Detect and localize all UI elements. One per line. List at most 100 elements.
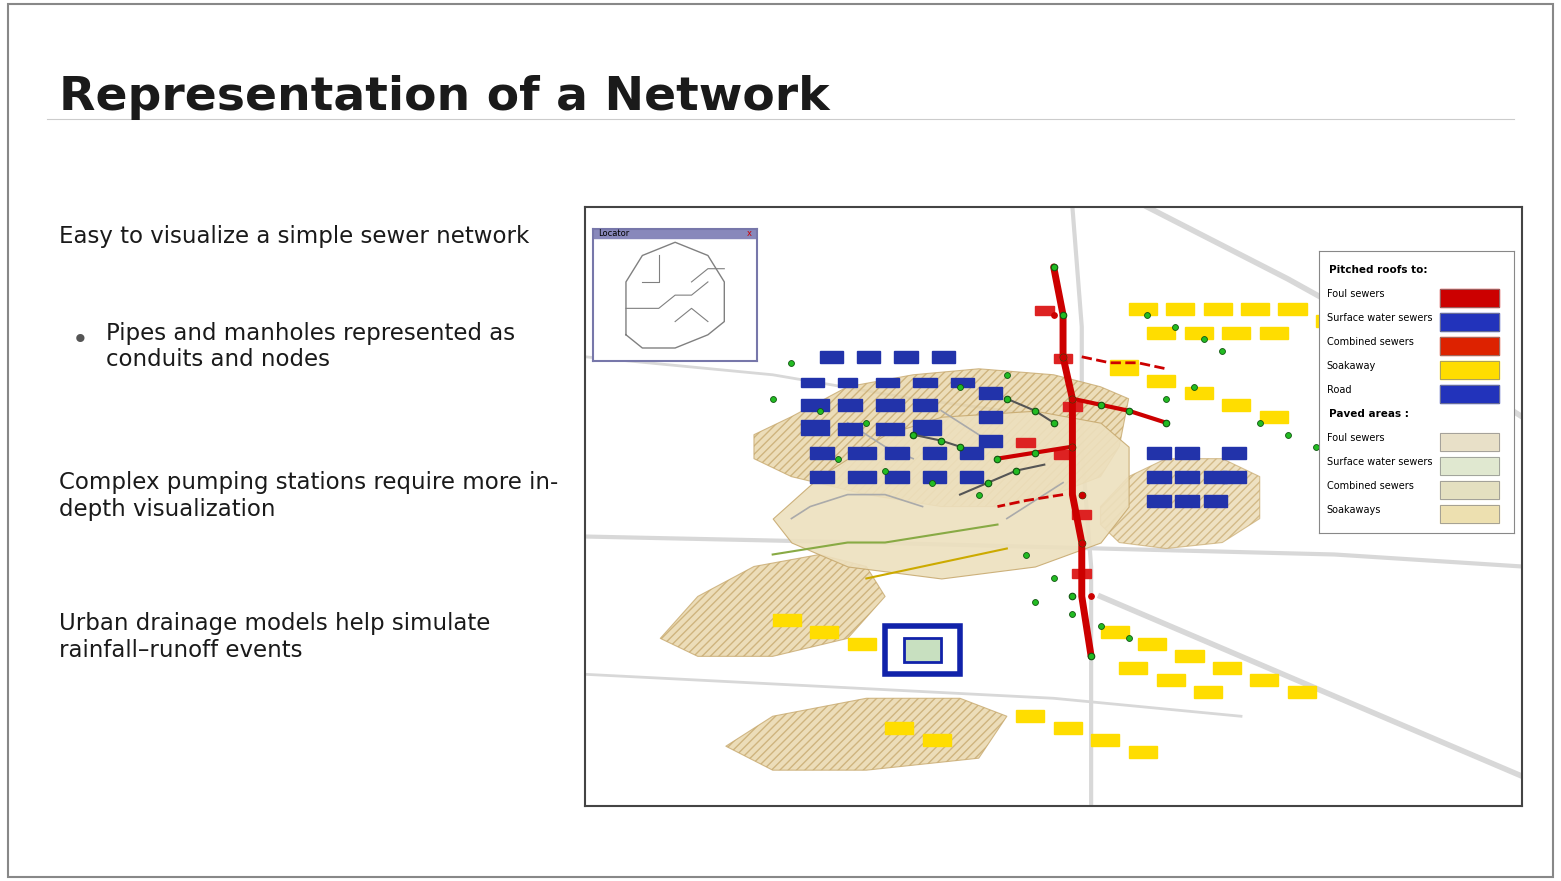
- Point: [1069, 487, 1094, 501]
- Point: [1004, 463, 1029, 478]
- Bar: [1054, 449, 1072, 459]
- Text: Representation of a Network: Representation of a Network: [59, 75, 830, 120]
- Bar: [1260, 327, 1288, 339]
- Bar: [848, 470, 876, 483]
- Point: [976, 476, 1001, 490]
- Bar: [1166, 303, 1194, 315]
- Bar: [1204, 494, 1227, 507]
- Bar: [810, 447, 834, 459]
- Text: Combined sewers: Combined sewers: [1327, 481, 1414, 491]
- Point: [1303, 440, 1328, 454]
- Bar: [1439, 457, 1499, 475]
- Text: Paved areas :: Paved areas :: [1328, 409, 1408, 419]
- Bar: [1241, 303, 1269, 315]
- Text: Easy to visualize a simple sewer network: Easy to visualize a simple sewer network: [59, 225, 529, 248]
- Point: [985, 452, 1010, 466]
- Point: [1060, 589, 1085, 603]
- Bar: [838, 378, 857, 387]
- Bar: [1222, 470, 1246, 483]
- Bar: [1157, 674, 1185, 686]
- Bar: [913, 419, 941, 434]
- Point: [873, 463, 898, 478]
- Point: [901, 427, 926, 441]
- Point: [994, 392, 1019, 406]
- Point: [1275, 427, 1300, 441]
- Point: [1041, 416, 1066, 430]
- Bar: [1288, 686, 1316, 699]
- Text: Complex pumping stations require more in-
depth visualization: Complex pumping stations require more in…: [59, 471, 559, 521]
- Point: [1022, 403, 1047, 418]
- Point: [1060, 392, 1085, 406]
- Bar: [1439, 361, 1499, 380]
- Bar: [1072, 569, 1091, 579]
- Bar: [913, 399, 937, 411]
- Bar: [1091, 734, 1119, 746]
- Bar: [1222, 327, 1250, 339]
- Point: [1060, 392, 1085, 406]
- Text: Road: Road: [1327, 385, 1352, 395]
- Point: [1322, 452, 1347, 466]
- Bar: [960, 470, 983, 483]
- Text: •: •: [72, 326, 89, 354]
- Point: [948, 440, 973, 454]
- Bar: [1129, 303, 1157, 315]
- Bar: [1147, 327, 1175, 339]
- Point: [1051, 350, 1076, 364]
- Point: [1041, 572, 1066, 586]
- Bar: [876, 378, 899, 387]
- Point: [1116, 403, 1141, 418]
- Point: [901, 427, 926, 441]
- Bar: [820, 351, 843, 363]
- Bar: [1439, 313, 1499, 331]
- Bar: [951, 378, 974, 387]
- Bar: [876, 399, 904, 411]
- Bar: [1072, 509, 1091, 519]
- Bar: [1016, 438, 1035, 447]
- Point: [1013, 547, 1038, 561]
- Bar: [885, 626, 960, 674]
- Text: Surface water sewers: Surface water sewers: [1327, 457, 1433, 467]
- Point: [966, 487, 991, 501]
- Text: Soakaways: Soakaways: [1327, 505, 1381, 515]
- Bar: [593, 229, 757, 238]
- Point: [1069, 536, 1094, 550]
- Bar: [979, 434, 1002, 447]
- Bar: [1147, 494, 1171, 507]
- Bar: [1439, 337, 1499, 355]
- Bar: [1439, 361, 1499, 380]
- Point: [1051, 307, 1076, 322]
- Bar: [1439, 457, 1499, 475]
- Bar: [848, 447, 876, 459]
- Bar: [810, 626, 838, 639]
- Point: [1247, 416, 1272, 430]
- Bar: [1147, 374, 1175, 387]
- Point: [929, 433, 954, 448]
- Bar: [1204, 470, 1227, 483]
- Point: [1079, 649, 1104, 663]
- Bar: [979, 387, 1002, 399]
- Bar: [801, 399, 829, 411]
- Point: [854, 416, 879, 430]
- Bar: [923, 470, 946, 483]
- Bar: [1054, 354, 1072, 363]
- Bar: [810, 470, 834, 483]
- Bar: [1222, 447, 1246, 459]
- Point: [948, 380, 973, 394]
- Point: [1069, 487, 1094, 501]
- Point: [1051, 350, 1076, 364]
- Bar: [1035, 306, 1054, 315]
- Bar: [1439, 385, 1499, 403]
- Bar: [1175, 470, 1199, 483]
- Point: [1088, 619, 1113, 633]
- Bar: [1175, 494, 1199, 507]
- Text: Pipes and manholes represented as
conduits and nodes: Pipes and manholes represented as condui…: [106, 322, 515, 371]
- Bar: [885, 722, 913, 734]
- Bar: [894, 351, 918, 363]
- Bar: [1147, 470, 1171, 483]
- Point: [1060, 440, 1085, 454]
- Bar: [1439, 289, 1499, 307]
- Bar: [1439, 481, 1499, 500]
- Bar: [1439, 385, 1499, 403]
- Bar: [1175, 650, 1204, 663]
- Bar: [1439, 505, 1499, 523]
